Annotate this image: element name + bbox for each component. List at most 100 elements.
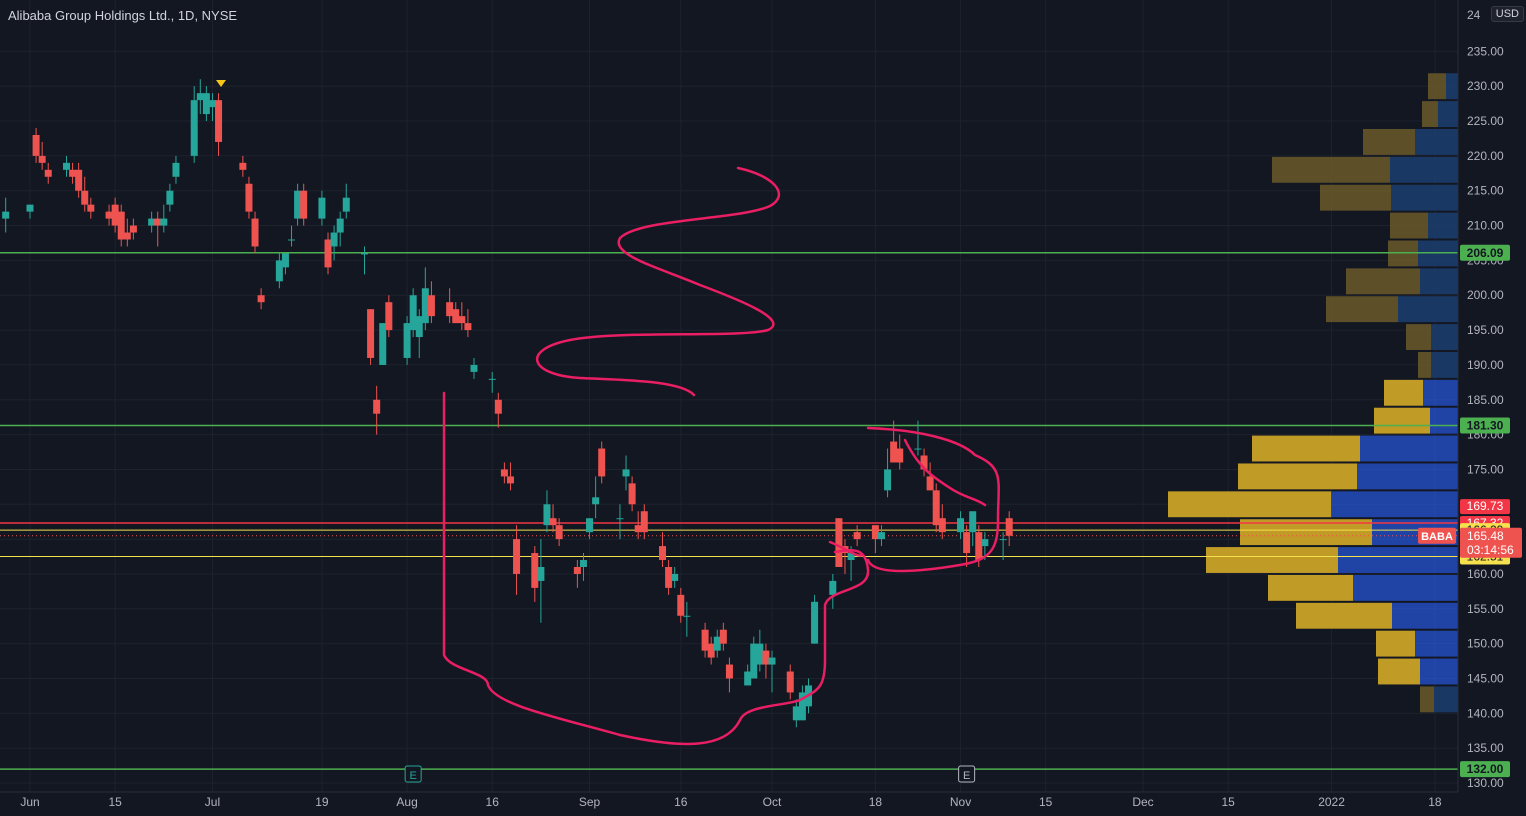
candle-body bbox=[379, 323, 387, 365]
volume-bar-down bbox=[1415, 129, 1458, 155]
candle-body bbox=[421, 288, 429, 324]
candle-body bbox=[32, 134, 40, 156]
candle-body bbox=[640, 511, 648, 533]
candle-body bbox=[938, 518, 946, 533]
volume-bar-down bbox=[1428, 212, 1458, 239]
candle-body bbox=[385, 302, 393, 331]
price-tick-label: 220.00 bbox=[1467, 149, 1504, 163]
candle-body bbox=[598, 448, 606, 477]
candle-body bbox=[920, 455, 928, 470]
candle-body bbox=[701, 629, 709, 651]
price-tick-label: 160.00 bbox=[1467, 567, 1504, 581]
candle-body bbox=[586, 518, 594, 533]
annotation-stroke bbox=[536, 166, 781, 397]
currency-badge[interactable]: USD bbox=[1490, 6, 1524, 22]
annotation-stroke bbox=[866, 426, 1000, 573]
level-price-tag-text: 181.30 bbox=[1467, 419, 1504, 433]
candle-body bbox=[196, 93, 204, 101]
time-tick-label: 19 bbox=[315, 795, 329, 809]
candle-body bbox=[671, 573, 679, 581]
candle-body bbox=[330, 232, 338, 247]
earnings-marker-label: E bbox=[409, 770, 416, 782]
volume-bar-up bbox=[1418, 351, 1431, 378]
candle-body bbox=[26, 204, 34, 212]
candle-body bbox=[835, 518, 843, 567]
volume-bar-down bbox=[1431, 324, 1458, 350]
candle-body bbox=[87, 204, 95, 212]
candle-body bbox=[69, 169, 77, 177]
candle-body bbox=[105, 211, 113, 219]
price-tick-label: 195.00 bbox=[1467, 323, 1504, 337]
price-tick-label: 235.00 bbox=[1467, 44, 1504, 58]
candle-body bbox=[884, 469, 892, 491]
price-tick-label: 150.00 bbox=[1467, 637, 1504, 651]
candle-body bbox=[470, 364, 478, 372]
volume-bar-up bbox=[1320, 184, 1391, 211]
volume-bar-up bbox=[1272, 156, 1390, 183]
candle-body bbox=[622, 469, 630, 477]
annotation-stroke bbox=[442, 391, 870, 746]
candle-body bbox=[1005, 518, 1013, 536]
candle-body bbox=[579, 560, 587, 567]
volume-bar-down bbox=[1338, 547, 1458, 573]
candles bbox=[2, 79, 1013, 728]
candle-body bbox=[294, 190, 302, 219]
candle-body bbox=[361, 253, 369, 255]
candle-body bbox=[762, 650, 770, 665]
candle-body bbox=[403, 323, 411, 358]
level-price-tag-text: 206.09 bbox=[1467, 246, 1504, 260]
volume-bar-down bbox=[1415, 630, 1458, 657]
time-tick-label: 18 bbox=[1428, 795, 1442, 809]
level-price-tag bbox=[1460, 761, 1510, 778]
candle-body bbox=[853, 532, 861, 540]
candle-body bbox=[963, 532, 971, 554]
candle-body bbox=[659, 546, 667, 561]
candle-body bbox=[44, 169, 52, 177]
candle-body bbox=[427, 295, 435, 317]
volume-bar-down bbox=[1331, 491, 1458, 518]
level-price-tag bbox=[1460, 417, 1510, 434]
volume-bar-down bbox=[1420, 658, 1458, 685]
volume-bar-down bbox=[1430, 407, 1458, 434]
volume-bar-down bbox=[1392, 602, 1458, 629]
volume-bar-up bbox=[1346, 268, 1420, 295]
candle-body bbox=[932, 490, 940, 526]
candle-body bbox=[877, 532, 885, 540]
candle-body bbox=[324, 239, 332, 268]
volume-bar-up bbox=[1378, 658, 1420, 685]
volume-bar-down bbox=[1434, 686, 1458, 713]
candle-body bbox=[251, 218, 259, 247]
candle-body bbox=[208, 100, 216, 108]
candle-body bbox=[592, 497, 600, 505]
price-tick-label: 225.00 bbox=[1467, 114, 1504, 128]
volume-bar-down bbox=[1390, 156, 1458, 183]
price-tick-label: 24 bbox=[1467, 8, 1481, 22]
time-tick-label: Sep bbox=[579, 795, 601, 809]
candle-body bbox=[154, 218, 162, 226]
volume-bar-down bbox=[1446, 73, 1458, 100]
volume-bar-down bbox=[1438, 101, 1458, 128]
price-labels: 206.09181.30132.00169.73167.32166.29162.… bbox=[1418, 244, 1522, 778]
volume-bar-up bbox=[1428, 73, 1446, 100]
high-marker-icon bbox=[216, 80, 226, 87]
candle-body bbox=[38, 155, 46, 163]
price-tag-text: 169.73 bbox=[1467, 499, 1504, 513]
price-tick-label: 215.00 bbox=[1467, 184, 1504, 198]
candle-body bbox=[342, 197, 350, 212]
candle-body bbox=[811, 601, 819, 644]
price-tick-label: 185.00 bbox=[1467, 393, 1504, 407]
last-price-tag bbox=[1460, 527, 1522, 558]
candle-body bbox=[719, 629, 727, 644]
volume-bar-up bbox=[1206, 547, 1338, 573]
price-tag bbox=[1460, 499, 1510, 515]
candle-body bbox=[665, 566, 673, 588]
price-tick-label: 190.00 bbox=[1467, 358, 1504, 372]
candle-body bbox=[549, 518, 557, 526]
level-price-tag bbox=[1460, 244, 1510, 261]
candle-body bbox=[847, 553, 855, 561]
price-tick-label: 130.00 bbox=[1467, 776, 1504, 790]
candle-body bbox=[616, 518, 624, 520]
price-tick-label: 175.00 bbox=[1467, 462, 1504, 476]
volume-bar-up bbox=[1238, 463, 1357, 490]
